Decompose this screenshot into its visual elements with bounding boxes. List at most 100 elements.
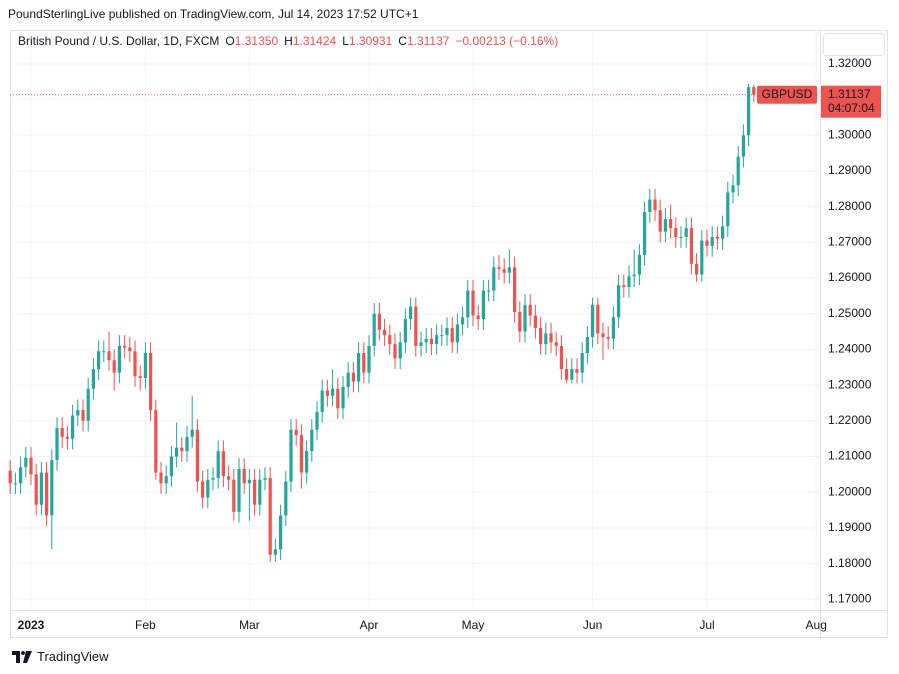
candle-body xyxy=(149,353,153,411)
candle-body xyxy=(268,477,272,555)
candle-body xyxy=(325,390,329,396)
candle-body xyxy=(107,351,111,361)
candle-body xyxy=(315,411,319,430)
candle-body xyxy=(388,335,392,345)
y-tick-label: 1.19000 xyxy=(828,520,872,534)
candle-body xyxy=(497,267,501,270)
x-tick-label: Apr xyxy=(360,618,379,632)
candle-body xyxy=(679,237,683,239)
legend-high: 1.31424 xyxy=(293,34,337,48)
candle-body xyxy=(143,353,147,378)
candle-body xyxy=(461,317,465,325)
candle-body xyxy=(367,345,371,373)
candle-body xyxy=(741,135,745,157)
candle-body xyxy=(622,285,626,287)
candle-body xyxy=(424,338,428,343)
candle-body xyxy=(227,476,231,480)
candle-body xyxy=(206,479,210,498)
candle-body xyxy=(289,429,293,482)
candle-body xyxy=(617,285,621,318)
candle-body xyxy=(585,336,589,354)
logo-text: TradingView xyxy=(37,649,109,664)
y-tick-label: 1.25000 xyxy=(828,306,872,320)
candle-body xyxy=(721,226,725,239)
candle-body xyxy=(393,344,397,359)
candle-body xyxy=(133,351,137,377)
candle-body xyxy=(159,472,163,484)
legend-change: −0.00213 (−0.16%) xyxy=(455,34,558,48)
candle-body xyxy=(637,254,641,275)
candle-body xyxy=(221,451,225,477)
candle-body xyxy=(455,324,459,343)
candle-body xyxy=(383,329,387,336)
candle-body xyxy=(747,87,751,136)
footer: TradingView xyxy=(12,649,109,664)
y-tick-label: 1.32000 xyxy=(828,56,872,70)
y-tick-label: 1.17000 xyxy=(828,591,872,605)
candle-body xyxy=(201,481,205,498)
candle-body xyxy=(284,481,288,516)
candle-body xyxy=(518,311,522,332)
candle-body xyxy=(429,338,433,345)
candle-body xyxy=(689,228,693,264)
candle-body xyxy=(731,185,735,193)
candle-body xyxy=(195,429,199,482)
candle-body xyxy=(700,240,704,275)
candle-body xyxy=(34,474,38,505)
candle-body xyxy=(138,376,142,378)
candle-body xyxy=(294,429,298,436)
candle-body xyxy=(305,451,309,473)
y-tick-label: 1.22000 xyxy=(828,413,872,427)
y-tick-label: 1.30000 xyxy=(828,127,872,141)
candle-body xyxy=(123,345,127,348)
candle-body xyxy=(705,240,709,246)
candle-body xyxy=(539,328,543,345)
candle-body xyxy=(76,410,80,416)
frame xyxy=(10,30,888,638)
candle-body xyxy=(487,290,491,292)
candle-body xyxy=(346,372,350,387)
candle-body xyxy=(164,476,168,484)
candle-body xyxy=(117,345,121,373)
symbol-label: GBPUSD xyxy=(762,87,813,101)
candle-body xyxy=(591,304,595,337)
candle-body xyxy=(450,328,454,343)
candle-body xyxy=(435,335,439,345)
legend-h: H xyxy=(284,34,293,48)
candle-body xyxy=(341,386,345,409)
price-tag xyxy=(821,85,881,118)
candle-body xyxy=(216,451,220,478)
candle-body xyxy=(190,429,194,437)
candle-body xyxy=(279,515,283,550)
candle-body xyxy=(559,345,563,370)
candle-body xyxy=(627,276,631,287)
candle-body xyxy=(60,427,64,437)
candle-body xyxy=(362,353,366,373)
x-tick-label: Jul xyxy=(699,618,714,632)
candle-body xyxy=(409,306,413,320)
candle-body xyxy=(544,333,548,345)
scale-button[interactable] xyxy=(823,33,885,56)
legend-l: L xyxy=(342,34,349,48)
candle-body xyxy=(351,372,355,382)
candle-body xyxy=(528,304,532,316)
candle-body xyxy=(533,315,537,329)
candle-body xyxy=(715,237,719,239)
y-tick-label: 1.18000 xyxy=(828,556,872,570)
candle-body xyxy=(476,315,480,320)
candle-body xyxy=(112,360,116,373)
candle-body xyxy=(414,306,418,346)
candle-body xyxy=(565,369,569,380)
candle-body xyxy=(523,304,527,332)
legend-c: C xyxy=(398,34,407,48)
candle-body xyxy=(237,469,241,512)
candle-body xyxy=(299,435,303,473)
candle-body xyxy=(513,267,517,312)
candle-body xyxy=(253,479,257,505)
countdown-label: 04:07:04 xyxy=(828,101,875,115)
symbol-tag xyxy=(757,85,817,104)
price-tag-label: 1.31137 xyxy=(828,87,871,101)
candle-body xyxy=(643,212,647,255)
